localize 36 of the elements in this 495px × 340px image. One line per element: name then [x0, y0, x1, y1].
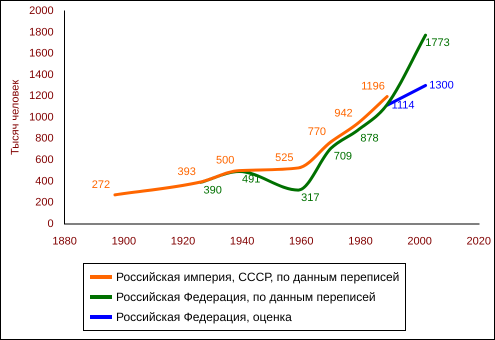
- data-label: 709: [334, 150, 352, 162]
- data-label: 1773: [425, 37, 450, 50]
- data-label: 393: [178, 166, 196, 178]
- x-tick-label: 1880: [52, 235, 77, 248]
- legend-label: Российская Федерация, по данным переписей: [116, 290, 376, 304]
- data-label: 500: [216, 154, 234, 167]
- y-tick-label: 600: [35, 154, 54, 166]
- legend-label: Российская империя, СССР, по данным переписей: [116, 270, 400, 284]
- y-tick-label: 1400: [29, 68, 54, 81]
- x-tick-label: 1980: [348, 235, 373, 248]
- x-tick-label: 2020: [466, 235, 492, 248]
- x-tick-label: 1900: [112, 235, 136, 248]
- y-tick-label: 1000: [29, 111, 54, 124]
- x-tick-label: 1960: [289, 235, 314, 248]
- y-tick-label: 800: [35, 132, 54, 145]
- x-tick-label: 1940: [230, 235, 254, 248]
- data-label: 317: [301, 192, 320, 204]
- y-tick-label: 2000: [29, 5, 54, 18]
- y-tick-label: 1800: [29, 26, 54, 38]
- data-label: 878: [360, 132, 379, 144]
- y-tick-label: 1600: [29, 48, 54, 60]
- data-label: 942: [334, 108, 353, 120]
- y-axis-title: Тысяч человек: [10, 80, 22, 155]
- data-label: 272: [92, 178, 110, 191]
- data-label: 390: [204, 184, 222, 196]
- y-tick-label: 400: [35, 175, 54, 188]
- legend-label: Российская Федерация, оценка: [116, 310, 292, 324]
- data-label: 1196: [361, 80, 385, 93]
- y-tick-label: 0: [48, 218, 54, 230]
- y-tick-label: 200: [35, 196, 54, 209]
- data-label: 1300: [429, 80, 454, 92]
- data-label: 525: [275, 152, 294, 164]
- y-tick-label: 1200: [29, 90, 54, 102]
- x-tick-label: 2000: [407, 235, 432, 248]
- data-label: 770: [308, 126, 326, 138]
- x-tick-label: 1920: [170, 235, 196, 248]
